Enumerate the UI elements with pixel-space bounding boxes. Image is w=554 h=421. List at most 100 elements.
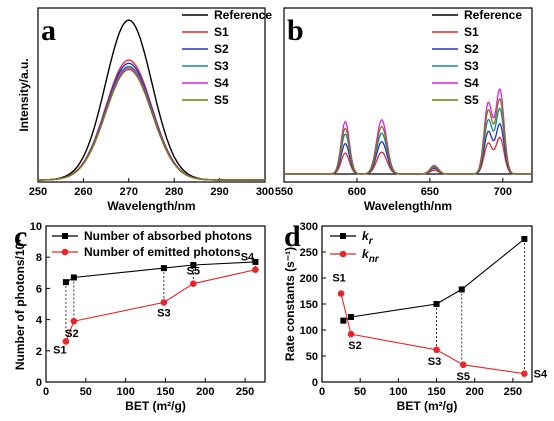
panel-a-letter: a xyxy=(41,14,56,47)
panel-b-xtick-label: 550 xyxy=(275,186,293,198)
panel-a-frame xyxy=(37,7,266,183)
panel-c-xtick-label: 150 xyxy=(156,386,174,398)
panel-c-ytick-label: 0 xyxy=(36,377,42,389)
panel-d-point-label: S5 xyxy=(457,371,470,383)
panel-c-frame xyxy=(45,225,266,383)
panel-c-ytick-label: 4 xyxy=(36,315,43,327)
panel-b-xlabel: Wavelength/nm xyxy=(364,199,452,213)
panel-b-letter: b xyxy=(287,14,304,47)
panel-c-xtick-label: 250 xyxy=(236,386,254,398)
panel-d-point xyxy=(433,346,440,354)
panel-d: 0 50 100 150 200 250 0 50 100 150 200 250 300 BET (m²… xyxy=(283,220,548,413)
panel-d-ytick-label: 150 xyxy=(300,299,318,311)
panel-c-point-label: S4 xyxy=(241,252,255,264)
panel-a-xtick-label: 270 xyxy=(120,186,138,198)
panel-d-point xyxy=(348,314,355,320)
panel-a-xtick-label: 260 xyxy=(74,186,92,198)
panel-d-point xyxy=(340,317,347,324)
panel-c-letter: c xyxy=(14,220,27,253)
panel-d-ytick-label: 250 xyxy=(300,247,318,259)
panel-d-xtick-label: 100 xyxy=(389,386,407,398)
panel-c-point xyxy=(62,279,69,286)
panel-b-legend-label: S3 xyxy=(464,59,479,73)
panel-c-xtick-label: 50 xyxy=(80,386,92,398)
panel-c-point xyxy=(190,280,197,288)
panel-d-ytick-label: 300 xyxy=(300,221,318,233)
panel-a-xtick-label: 300 xyxy=(256,186,274,198)
panel-a: 250 260 270 280 290 300 Wavelength/nm Intensity… xyxy=(17,7,274,213)
panel-c-ytick-label: 8 xyxy=(36,252,42,264)
panel-d-ytick-label: 200 xyxy=(300,273,318,285)
panel-a-ylabel: Intensity/a.u. xyxy=(17,58,31,131)
panel-c: 0 50 100 150 200 250 0 2 4 6 8 10 BET (m²/g) Number o… xyxy=(13,220,266,413)
panel-d-legend-marker xyxy=(340,233,346,239)
panel-a-series-line xyxy=(37,67,265,181)
panel-c-point-label: S5 xyxy=(187,266,200,278)
panel-c-point xyxy=(190,262,197,268)
panel-d-letter: d xyxy=(284,220,301,253)
panel-b-series-line xyxy=(284,136,532,175)
panel-d-point xyxy=(458,286,465,293)
panel-d-legend-label: knr xyxy=(362,247,380,265)
panel-c-ytick-label: 10 xyxy=(30,221,42,233)
panel-a-series-line xyxy=(38,19,265,181)
panel-a-legend-label: S3 xyxy=(214,59,229,73)
panel-a-series-line xyxy=(37,68,265,181)
panel-b-series-line xyxy=(284,107,532,175)
panel-c-xtick-label: 100 xyxy=(116,386,134,398)
panel-c-point xyxy=(160,265,167,272)
panel-d-point xyxy=(337,290,345,297)
panel-d-ytick-label: 100 xyxy=(300,325,318,337)
panel-d-point xyxy=(433,301,440,307)
panel-a-legend-label: S5 xyxy=(214,93,229,107)
panel-c-legend-marker xyxy=(62,233,68,239)
panel-c-ytick-label: 2 xyxy=(36,346,42,358)
panel-c-point xyxy=(252,266,259,273)
panel-c-series-line xyxy=(65,269,256,342)
panel-d-point-label: S1 xyxy=(332,273,345,285)
panel-d-point xyxy=(521,370,528,377)
panel-b-series-line xyxy=(284,97,532,175)
panel-d-series-line xyxy=(343,238,525,322)
panel-d-xlabel: BET (m²/g) xyxy=(397,399,458,413)
panel-c-legend-label: Number of emitted photons xyxy=(84,245,241,259)
panel-c-series-line xyxy=(65,261,256,283)
panel-b-legend-label: Reference xyxy=(464,8,522,22)
panel-b-xtick-label: 650 xyxy=(421,186,439,198)
panel-a-legend-label: S1 xyxy=(214,25,229,39)
panel-c-point xyxy=(160,299,168,306)
panel-d-xtick-label: 250 xyxy=(504,386,522,398)
panel-d-ytick-label: 50 xyxy=(306,351,318,363)
panel-c-legend-label: Number of absorbed photons xyxy=(84,229,252,243)
panel-c-point xyxy=(70,317,78,325)
panel-d-legend-label: kr xyxy=(362,229,374,247)
panel-a-xtick-label: 280 xyxy=(165,186,183,198)
panel-b-legend-label: S4 xyxy=(464,76,479,90)
panel-d-xtick-label: 0 xyxy=(319,386,325,398)
panel-a-legend-label: Reference xyxy=(214,8,272,22)
panel-b: 550 600 650 700 Wavelength/nm b Reference S1 S2 S… xyxy=(275,7,533,213)
panel-c-xtick-label: 0 xyxy=(43,386,49,398)
panel-b-legend-label: S2 xyxy=(464,42,479,56)
panel-a-legend-label: S2 xyxy=(214,42,229,56)
panel-c-point xyxy=(252,258,259,265)
panel-d-point xyxy=(347,330,355,338)
panel-c-point-label: S1 xyxy=(53,344,66,356)
panel-d-ylabel: Rate constants (s⁻¹) xyxy=(283,247,297,361)
panel-b-frame xyxy=(283,7,533,183)
panel-c-ytick-label: 6 xyxy=(36,283,42,295)
panel-c-legend-marker xyxy=(61,248,69,256)
panel-c-ylabel: Number of photons/10⁷ xyxy=(13,238,27,370)
panel-c-point-label: S2 xyxy=(65,328,78,340)
panel-d-xtick-label: 200 xyxy=(466,386,484,398)
panel-d-point-label: S4 xyxy=(534,369,548,381)
panel-d-point xyxy=(459,361,467,369)
panel-b-series-line xyxy=(284,88,532,175)
panel-d-point-label: S2 xyxy=(348,340,361,352)
panel-b-xtick-label: 600 xyxy=(348,186,366,198)
panel-a-xtick-label: 250 xyxy=(29,186,47,198)
panel-c-xtick-label: 200 xyxy=(196,386,214,398)
panel-d-xtick-label: 50 xyxy=(354,386,366,398)
